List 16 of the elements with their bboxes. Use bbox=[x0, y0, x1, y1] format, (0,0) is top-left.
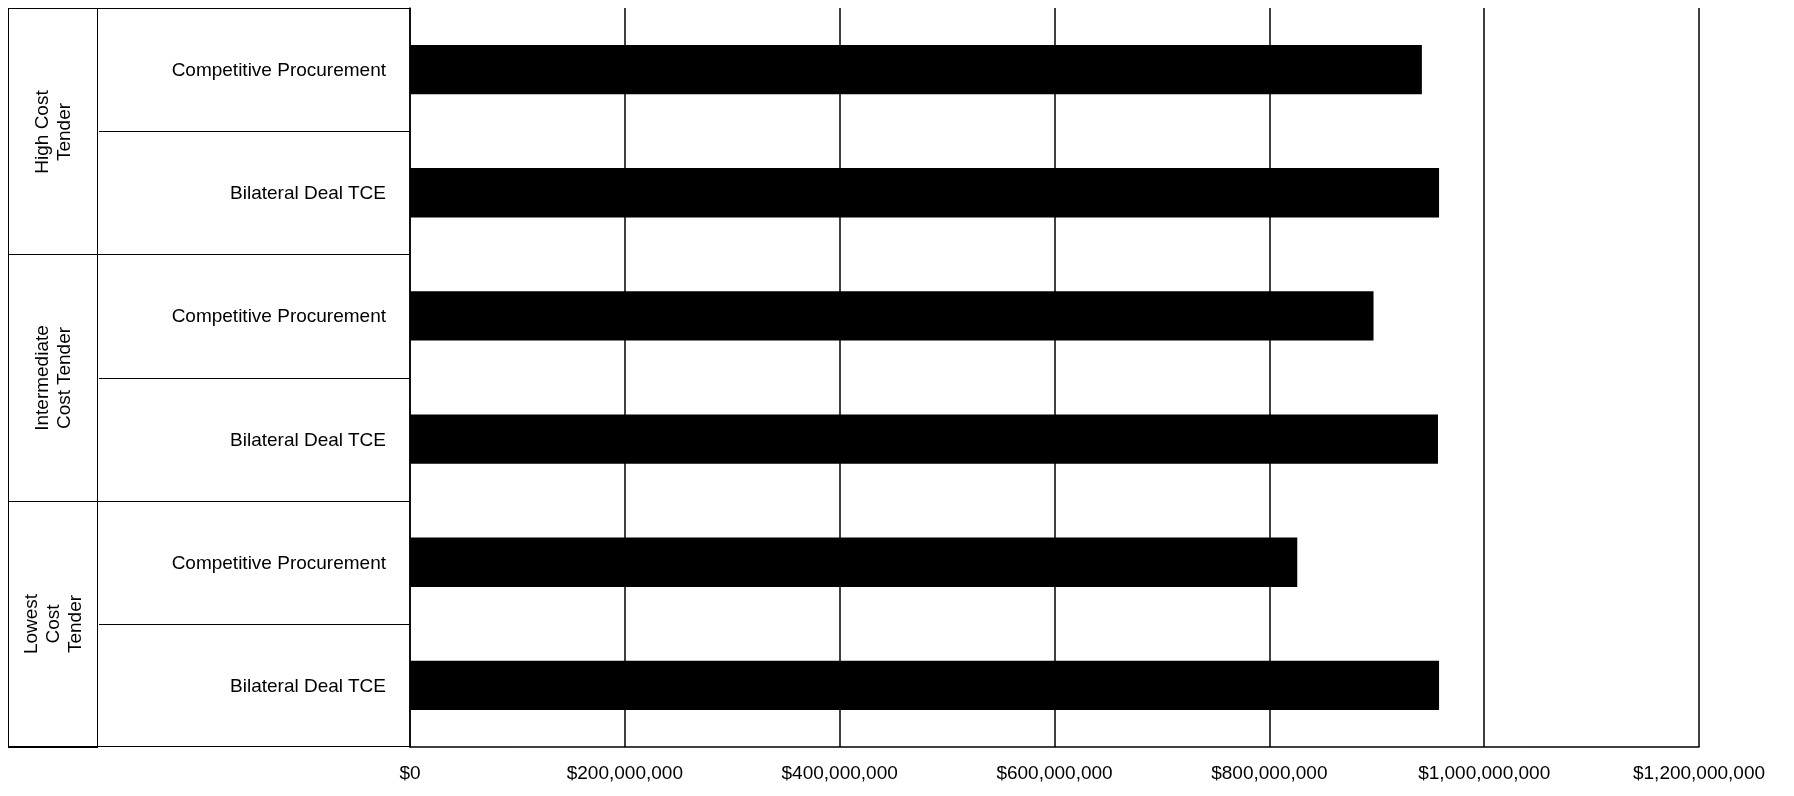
y-tick-label: Bilateral Deal TCE bbox=[230, 674, 386, 696]
text: High Cost Tender bbox=[31, 88, 75, 176]
x-tick-label: $0 bbox=[399, 762, 421, 783]
x-tick-label: $200,000,000 bbox=[566, 762, 683, 783]
y-tick-label: Competitive Procurement bbox=[171, 551, 387, 573]
x-tick-label: $400,000,000 bbox=[781, 762, 898, 783]
x-tick-label: $1,200,000,000 bbox=[1632, 762, 1766, 783]
x-tick-label: $1,000,000,000 bbox=[1418, 762, 1551, 783]
text: Lowest Cost Tender bbox=[20, 593, 86, 657]
y-tick-label: Competitive Procurement bbox=[171, 305, 387, 327]
x-tick-label: $600,000,000 bbox=[996, 762, 1113, 783]
y-tick-label: Competitive Procurement bbox=[171, 59, 387, 81]
y-tick-label: Bilateral Deal TCE bbox=[230, 428, 386, 450]
text: Intermediate Cost Tender bbox=[31, 325, 75, 431]
y-tick-label: Bilateral Deal TCE bbox=[230, 182, 386, 204]
x-tick-label: $800,000,000 bbox=[1211, 762, 1328, 783]
